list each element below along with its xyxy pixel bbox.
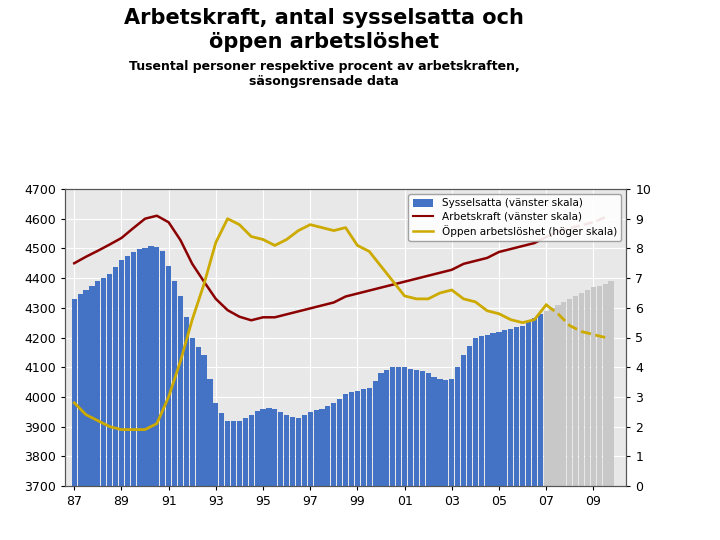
Bar	[585, 290, 590, 540]
Bar	[202, 355, 207, 540]
Bar	[266, 408, 271, 540]
Bar	[313, 410, 319, 540]
Bar	[272, 409, 277, 540]
Bar	[461, 355, 466, 540]
Bar	[520, 326, 525, 540]
Bar	[148, 246, 153, 540]
Bar	[237, 421, 242, 540]
Bar	[408, 369, 413, 540]
Bar	[172, 281, 177, 540]
Bar	[349, 393, 354, 540]
Bar	[473, 338, 478, 540]
Bar	[379, 373, 384, 540]
Bar	[402, 367, 408, 540]
Text: Källor: SCB och Riksbanken: Källor: SCB och Riksbanken	[503, 515, 709, 528]
Bar	[444, 380, 449, 540]
Bar	[479, 336, 484, 540]
Bar	[532, 318, 537, 540]
Bar	[125, 256, 130, 540]
Bar	[396, 367, 401, 540]
Bar	[107, 274, 112, 540]
Text: Arbetskraft, antal sysselsatta och: Arbetskraft, antal sysselsatta och	[124, 8, 524, 28]
Bar	[137, 249, 142, 540]
Bar	[420, 372, 425, 540]
Bar	[189, 338, 195, 540]
Bar	[254, 411, 260, 540]
Bar	[160, 252, 166, 540]
Bar	[544, 311, 549, 540]
Bar	[113, 267, 118, 540]
Bar	[307, 412, 312, 540]
Text: öppen arbetslöshet: öppen arbetslöshet	[209, 32, 439, 52]
Bar	[207, 379, 212, 540]
Bar	[449, 379, 454, 540]
Bar	[591, 287, 596, 540]
Bar	[196, 347, 201, 540]
Bar	[555, 305, 561, 540]
Bar	[101, 278, 107, 540]
Bar	[337, 399, 342, 540]
Bar	[72, 299, 77, 540]
Text: SVERIGES
RIKSBANK: SVERIGES RIKSBANK	[595, 52, 632, 63]
Bar	[390, 367, 395, 540]
Bar	[355, 391, 360, 540]
Bar	[278, 413, 283, 540]
Bar	[331, 403, 336, 540]
Bar	[437, 379, 443, 540]
Bar	[95, 281, 100, 540]
Text: Anm. Streckade linjer avser Riksbankens prognos.: Anm. Streckade linjer avser Riksbankens …	[11, 517, 273, 526]
Bar	[231, 421, 236, 540]
Bar	[503, 330, 508, 540]
Bar	[302, 415, 307, 540]
Bar	[414, 370, 419, 540]
Bar	[508, 329, 513, 540]
Bar	[89, 286, 94, 540]
Bar	[243, 418, 248, 540]
Bar	[184, 316, 189, 540]
Bar	[467, 347, 472, 540]
Bar	[603, 284, 608, 540]
Bar	[526, 322, 531, 540]
Bar	[384, 369, 390, 540]
Bar	[514, 327, 519, 540]
Bar	[372, 381, 378, 540]
Bar	[496, 332, 502, 540]
Bar	[485, 335, 490, 540]
Bar	[343, 394, 348, 540]
Bar	[608, 281, 613, 540]
Bar	[261, 409, 266, 540]
Bar	[130, 252, 136, 540]
Bar	[178, 296, 183, 540]
Bar	[325, 406, 330, 540]
Bar	[248, 415, 254, 540]
Bar	[579, 293, 584, 540]
Bar	[361, 389, 366, 540]
Bar	[562, 302, 567, 540]
Bar	[154, 247, 159, 540]
Bar	[490, 333, 495, 540]
Bar	[597, 286, 602, 540]
Bar	[78, 294, 83, 540]
Bar	[166, 266, 171, 540]
Bar	[213, 403, 218, 540]
Bar	[549, 308, 554, 540]
Bar	[366, 388, 372, 540]
Bar	[567, 299, 572, 540]
Bar	[573, 296, 578, 540]
Bar	[284, 415, 289, 540]
Bar	[225, 421, 230, 540]
Text: Tusental personer respektive procent av arbetskraften,
säsongsrensade data: Tusental personer respektive procent av …	[129, 60, 519, 89]
Bar	[143, 248, 148, 540]
Bar	[426, 373, 431, 540]
Bar	[219, 413, 225, 540]
Bar	[290, 417, 295, 540]
Legend: Sysselsatta (vänster skala), Arbetskraft (vänster skala), Öppen arbetslöshet (hö: Sysselsatta (vänster skala), Arbetskraft…	[408, 194, 621, 241]
Bar	[431, 377, 437, 540]
Bar	[538, 314, 543, 540]
Bar	[455, 367, 460, 540]
Bar	[296, 418, 301, 540]
Bar	[119, 260, 124, 540]
Bar	[320, 409, 325, 540]
Bar	[84, 290, 89, 540]
